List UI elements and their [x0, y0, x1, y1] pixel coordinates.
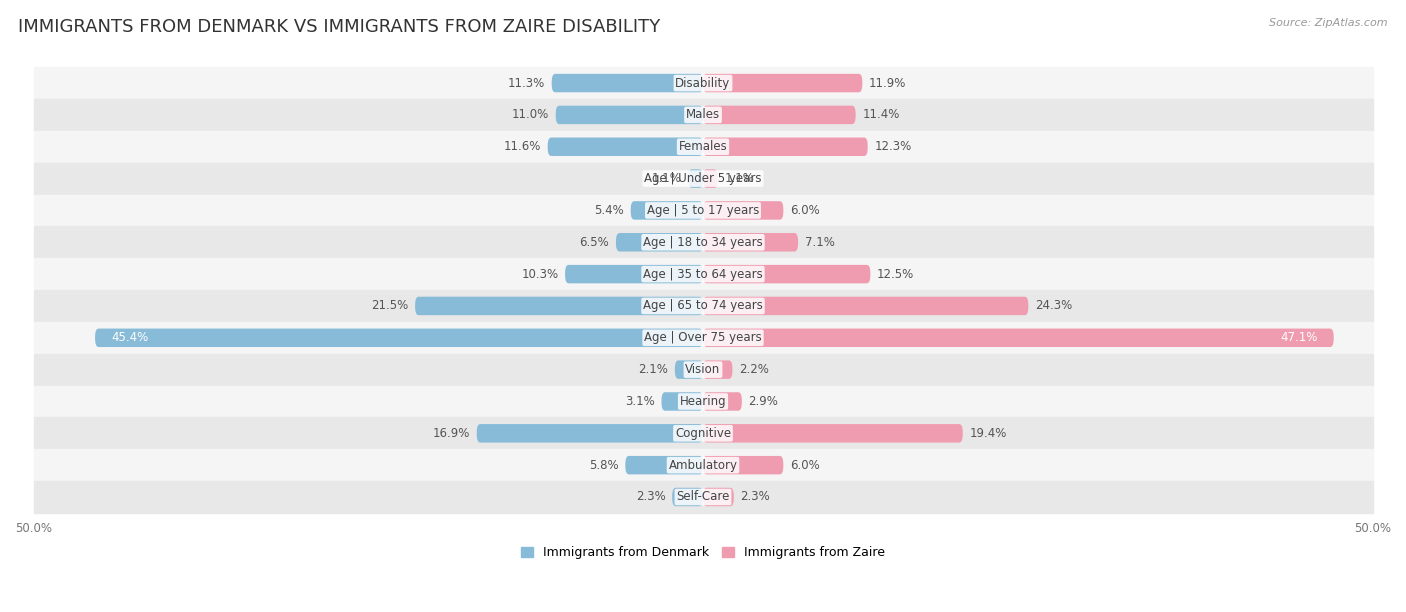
FancyBboxPatch shape	[548, 138, 703, 156]
Text: 6.0%: 6.0%	[790, 458, 820, 472]
Text: 6.5%: 6.5%	[579, 236, 609, 248]
Text: Disability: Disability	[675, 76, 731, 89]
Text: 2.1%: 2.1%	[638, 363, 668, 376]
Text: Age | Over 75 years: Age | Over 75 years	[644, 331, 762, 345]
FancyBboxPatch shape	[555, 106, 703, 124]
Text: Hearing: Hearing	[679, 395, 727, 408]
FancyBboxPatch shape	[626, 456, 703, 474]
Bar	[34, 195, 1372, 226]
Text: 1.1%: 1.1%	[724, 172, 754, 185]
FancyBboxPatch shape	[703, 360, 733, 379]
Text: 12.5%: 12.5%	[877, 267, 914, 281]
FancyBboxPatch shape	[703, 74, 862, 92]
FancyBboxPatch shape	[703, 233, 799, 252]
Text: 5.8%: 5.8%	[589, 458, 619, 472]
Bar	[34, 354, 1372, 386]
FancyBboxPatch shape	[96, 329, 703, 347]
Text: Self-Care: Self-Care	[676, 490, 730, 504]
FancyBboxPatch shape	[703, 424, 963, 442]
Text: 21.5%: 21.5%	[371, 299, 408, 313]
Bar	[34, 258, 1372, 290]
Text: 2.3%: 2.3%	[636, 490, 665, 504]
FancyBboxPatch shape	[703, 329, 1334, 347]
Text: 19.4%: 19.4%	[970, 427, 1007, 440]
Bar	[34, 386, 1372, 417]
FancyBboxPatch shape	[703, 170, 717, 188]
Text: 47.1%: 47.1%	[1281, 331, 1317, 345]
Bar	[34, 481, 1372, 513]
Text: 11.9%: 11.9%	[869, 76, 907, 89]
FancyBboxPatch shape	[565, 265, 703, 283]
FancyBboxPatch shape	[703, 201, 783, 220]
Text: Males: Males	[686, 108, 720, 121]
Text: 2.3%: 2.3%	[741, 490, 770, 504]
Bar	[34, 449, 1372, 481]
Bar	[34, 417, 1372, 449]
Text: 11.4%: 11.4%	[862, 108, 900, 121]
FancyBboxPatch shape	[477, 424, 703, 442]
Text: Age | 18 to 34 years: Age | 18 to 34 years	[643, 236, 763, 248]
Text: Cognitive: Cognitive	[675, 427, 731, 440]
Legend: Immigrants from Denmark, Immigrants from Zaire: Immigrants from Denmark, Immigrants from…	[516, 541, 890, 564]
Text: 16.9%: 16.9%	[433, 427, 470, 440]
Text: 11.6%: 11.6%	[503, 140, 541, 153]
FancyBboxPatch shape	[703, 297, 1028, 315]
FancyBboxPatch shape	[631, 201, 703, 220]
Text: Age | 65 to 74 years: Age | 65 to 74 years	[643, 299, 763, 313]
Bar	[34, 163, 1372, 195]
Bar	[34, 290, 1372, 322]
FancyBboxPatch shape	[415, 297, 703, 315]
FancyBboxPatch shape	[703, 392, 742, 411]
Text: 2.2%: 2.2%	[740, 363, 769, 376]
Text: 2.9%: 2.9%	[748, 395, 779, 408]
Text: IMMIGRANTS FROM DENMARK VS IMMIGRANTS FROM ZAIRE DISABILITY: IMMIGRANTS FROM DENMARK VS IMMIGRANTS FR…	[18, 18, 661, 36]
FancyBboxPatch shape	[703, 138, 868, 156]
Text: Vision: Vision	[685, 363, 721, 376]
Text: 10.3%: 10.3%	[522, 267, 558, 281]
FancyBboxPatch shape	[703, 456, 783, 474]
Bar	[34, 226, 1372, 258]
FancyBboxPatch shape	[672, 488, 703, 506]
FancyBboxPatch shape	[689, 170, 703, 188]
Bar	[34, 99, 1372, 131]
Text: Source: ZipAtlas.com: Source: ZipAtlas.com	[1270, 18, 1388, 28]
Text: Age | Under 5 years: Age | Under 5 years	[644, 172, 762, 185]
Text: Females: Females	[679, 140, 727, 153]
FancyBboxPatch shape	[616, 233, 703, 252]
Text: 7.1%: 7.1%	[804, 236, 835, 248]
Text: Ambulatory: Ambulatory	[668, 458, 738, 472]
Text: 11.0%: 11.0%	[512, 108, 548, 121]
FancyBboxPatch shape	[703, 265, 870, 283]
FancyBboxPatch shape	[703, 106, 856, 124]
Bar	[34, 322, 1372, 354]
FancyBboxPatch shape	[551, 74, 703, 92]
Text: 11.3%: 11.3%	[508, 76, 546, 89]
FancyBboxPatch shape	[703, 488, 734, 506]
Text: 3.1%: 3.1%	[626, 395, 655, 408]
Text: Age | 5 to 17 years: Age | 5 to 17 years	[647, 204, 759, 217]
FancyBboxPatch shape	[661, 392, 703, 411]
Text: 5.4%: 5.4%	[595, 204, 624, 217]
Text: 24.3%: 24.3%	[1035, 299, 1073, 313]
Text: 1.1%: 1.1%	[652, 172, 682, 185]
Bar	[34, 131, 1372, 163]
Bar	[34, 67, 1372, 99]
FancyBboxPatch shape	[675, 360, 703, 379]
Text: Age | 35 to 64 years: Age | 35 to 64 years	[643, 267, 763, 281]
Text: 12.3%: 12.3%	[875, 140, 911, 153]
Text: 6.0%: 6.0%	[790, 204, 820, 217]
Text: 45.4%: 45.4%	[111, 331, 149, 345]
